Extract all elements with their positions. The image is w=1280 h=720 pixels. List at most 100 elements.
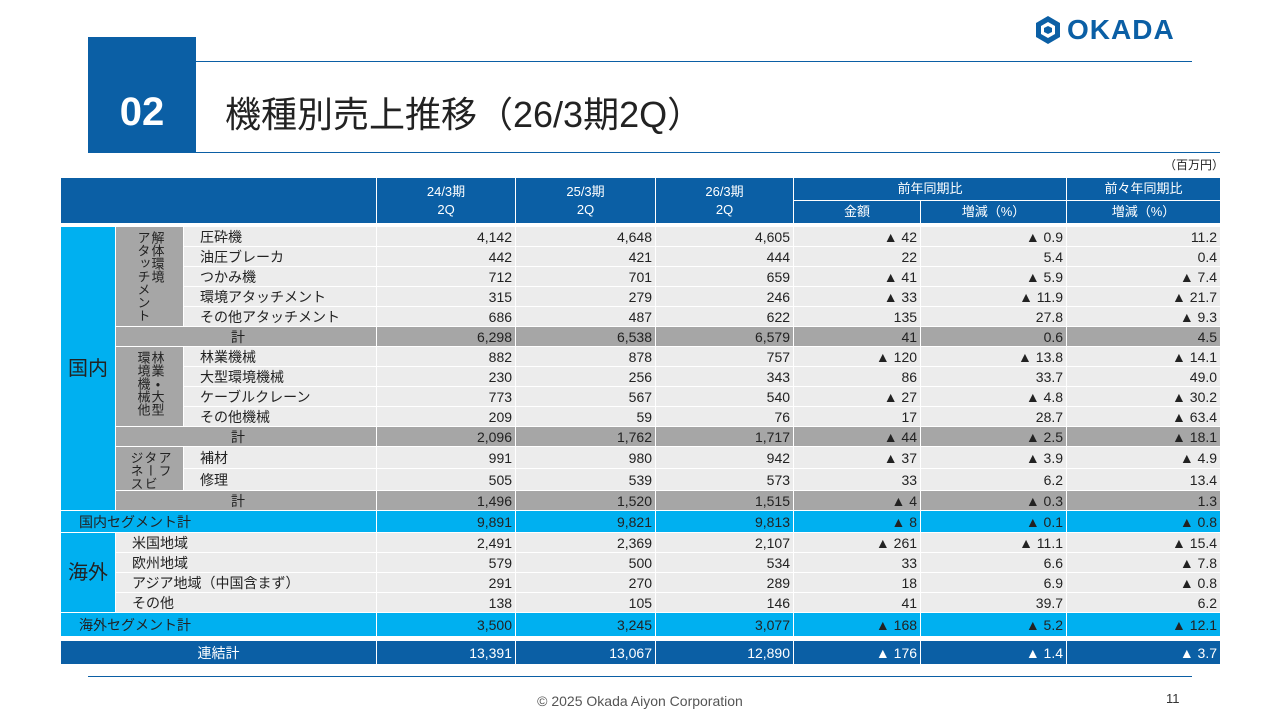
cell-value: ▲ 0.1 [920, 510, 1068, 533]
table-row: 計 6,298 6,538 6,579 41 0.6 4.5 [61, 326, 1222, 347]
table-row: 計 1,496 1,520 1,515 ▲ 4 ▲ 0.3 1.3 [61, 490, 1222, 511]
cell-value: ▲ 7.8 [1066, 552, 1222, 573]
cell-value: 105 [515, 592, 657, 613]
cell-value: 209 [376, 406, 517, 427]
table-row: その他 138 105 146 41 39.7 6.2 [61, 592, 1222, 613]
cell-value: 41 [793, 326, 922, 347]
cell-value: 991 [376, 446, 517, 469]
cell-value: 1,717 [655, 426, 795, 447]
group-label-col: アタッチメント [135, 231, 151, 322]
cell-value: 135 [793, 306, 922, 327]
cell-value: 49.0 [1066, 366, 1222, 387]
cell-value: 343 [655, 366, 795, 387]
cell-value: 0.6 [920, 326, 1068, 347]
cell-value: ▲ 8 [793, 510, 922, 533]
logo-text: OKADA [1067, 14, 1175, 45]
table-row: 修理 505 539 573 33 6.2 13.4 [61, 468, 1222, 491]
row-name: ケーブルクレーン [182, 386, 378, 407]
table-row: 金額 増減（%） 増減（%） [61, 200, 1222, 224]
logo: OKADA [1035, 14, 1175, 46]
cell-value: ▲ 261 [793, 532, 922, 553]
group-label-col: 環境機械他 [135, 351, 151, 416]
table-row: 環境アタッチメント 315 279 246 ▲ 33 ▲ 11.9 ▲ 21.7 [61, 286, 1222, 307]
group-label: 解体環境 アタッチメント [115, 226, 184, 327]
cell-value: 17 [793, 406, 922, 427]
cell-value: ▲ 21.7 [1066, 286, 1222, 307]
table-row: その他アタッチメント 686 487 622 135 27.8 ▲ 9.3 [61, 306, 1222, 327]
cell-value: ▲ 33 [793, 286, 922, 307]
cell-value: 59 [515, 406, 657, 427]
group-label-box: 解体環境 アタッチメント [119, 231, 180, 322]
row-name: その他 [114, 592, 378, 613]
group-label: 林業・大型 環境機械他 [115, 346, 184, 427]
cell-value: ▲ 5.2 [920, 612, 1068, 637]
cell-value: 230 [376, 366, 517, 387]
cell-value: ▲ 4 [793, 490, 922, 511]
cell-value: 444 [655, 246, 795, 267]
cell-value: 622 [655, 306, 795, 327]
row-name: 環境アタッチメント [182, 286, 378, 307]
subtotal-name: 計 [114, 426, 378, 447]
cell-value: ▲ 0.8 [1066, 510, 1222, 533]
cell-value: 534 [655, 552, 795, 573]
row-name: その他機械 [182, 406, 378, 427]
cell-value: ▲ 30.2 [1066, 386, 1222, 407]
copyright: © 2025 Okada Aiyon Corporation [537, 693, 743, 709]
cell-value: 6.6 [920, 552, 1068, 573]
subtotal-name: 計 [114, 326, 378, 347]
cell-value: ▲ 4.8 [920, 386, 1068, 407]
cell-value: 1.3 [1066, 490, 1222, 511]
cell-value: 2,107 [655, 532, 795, 553]
row-name: 欧州地域 [114, 552, 378, 573]
page-number: 11 [1166, 691, 1180, 706]
cell-value: 18 [793, 572, 922, 593]
cell-value: 0.4 [1066, 246, 1222, 267]
cell-value: 41 [793, 592, 922, 613]
cell-value: ▲ 4.9 [1066, 446, 1222, 469]
cell-value: ▲ 1.4 [920, 640, 1068, 665]
cell-value: 659 [655, 266, 795, 287]
cell-value: 289 [655, 572, 795, 593]
cell-value: 9,821 [515, 510, 657, 533]
cell-value: ▲ 176 [793, 640, 922, 665]
sales-table: 24/3期 2Q 25/3期 2Q 26/3期 2Q 前年同期比 前々年同期比 金額 増減（%）増… [59, 177, 1222, 665]
table-row: 林業・大型 環境機械他 林業機械 882 878 757 ▲ 120 ▲ 13.8 ▲ 14.1 [61, 346, 1222, 427]
cell-value: 757 [655, 346, 795, 367]
period-header: 26/3期 2Q [655, 177, 795, 224]
section-label: 国内 [60, 226, 116, 511]
cell-value: 442 [376, 246, 517, 267]
cell-value: ▲ 27 [793, 386, 922, 407]
cell-value: 13,067 [515, 640, 657, 665]
cell-value: 256 [515, 366, 657, 387]
cell-value: 13,391 [376, 640, 517, 665]
group-label: アフ タービ ジネス [115, 446, 184, 491]
cell-value: ▲ 7.4 [1066, 266, 1222, 287]
yoy2-header: 前々年同期比 [1066, 177, 1222, 201]
row-name: つかみ機 [182, 266, 378, 287]
group-label-box: アフ タービ ジネス [119, 451, 180, 490]
table-row: 24/3期 2Q 25/3期 2Q 26/3期 2Q 前年同期比 前々年同期比 [59, 177, 1222, 224]
row-name: 大型環境機械 [182, 366, 378, 387]
group-label-col: ジネス [128, 451, 144, 490]
cell-value: 4,648 [515, 226, 657, 247]
cell-value: 500 [515, 552, 657, 573]
period-half: 2Q [715, 201, 734, 217]
cell-value: ▲ 42 [793, 226, 922, 247]
cell-value: 1,762 [515, 426, 657, 447]
cell-value: 6.2 [1066, 592, 1222, 613]
cell-value: ▲ 2.5 [920, 426, 1068, 447]
period-half: 2Q [576, 201, 595, 217]
table-row: 大型環境機械 230 256 343 86 33.7 49.0 [61, 366, 1222, 387]
period-year: 25/3期 [566, 183, 605, 199]
cell-value: ▲ 3.9 [920, 446, 1068, 469]
cell-value: 3,500 [376, 612, 517, 637]
cell-value: 573 [655, 468, 795, 491]
cell-value: 942 [655, 446, 795, 469]
cell-value: 86 [793, 366, 922, 387]
cell-value: ▲ 0.9 [920, 226, 1068, 247]
cell-value: 6.9 [920, 572, 1068, 593]
cell-value: 6.2 [920, 468, 1068, 491]
segment-total-name: 国内セグメント計 [59, 510, 378, 533]
period-header: 25/3期 2Q [515, 177, 657, 224]
cell-value: 39.7 [920, 592, 1068, 613]
